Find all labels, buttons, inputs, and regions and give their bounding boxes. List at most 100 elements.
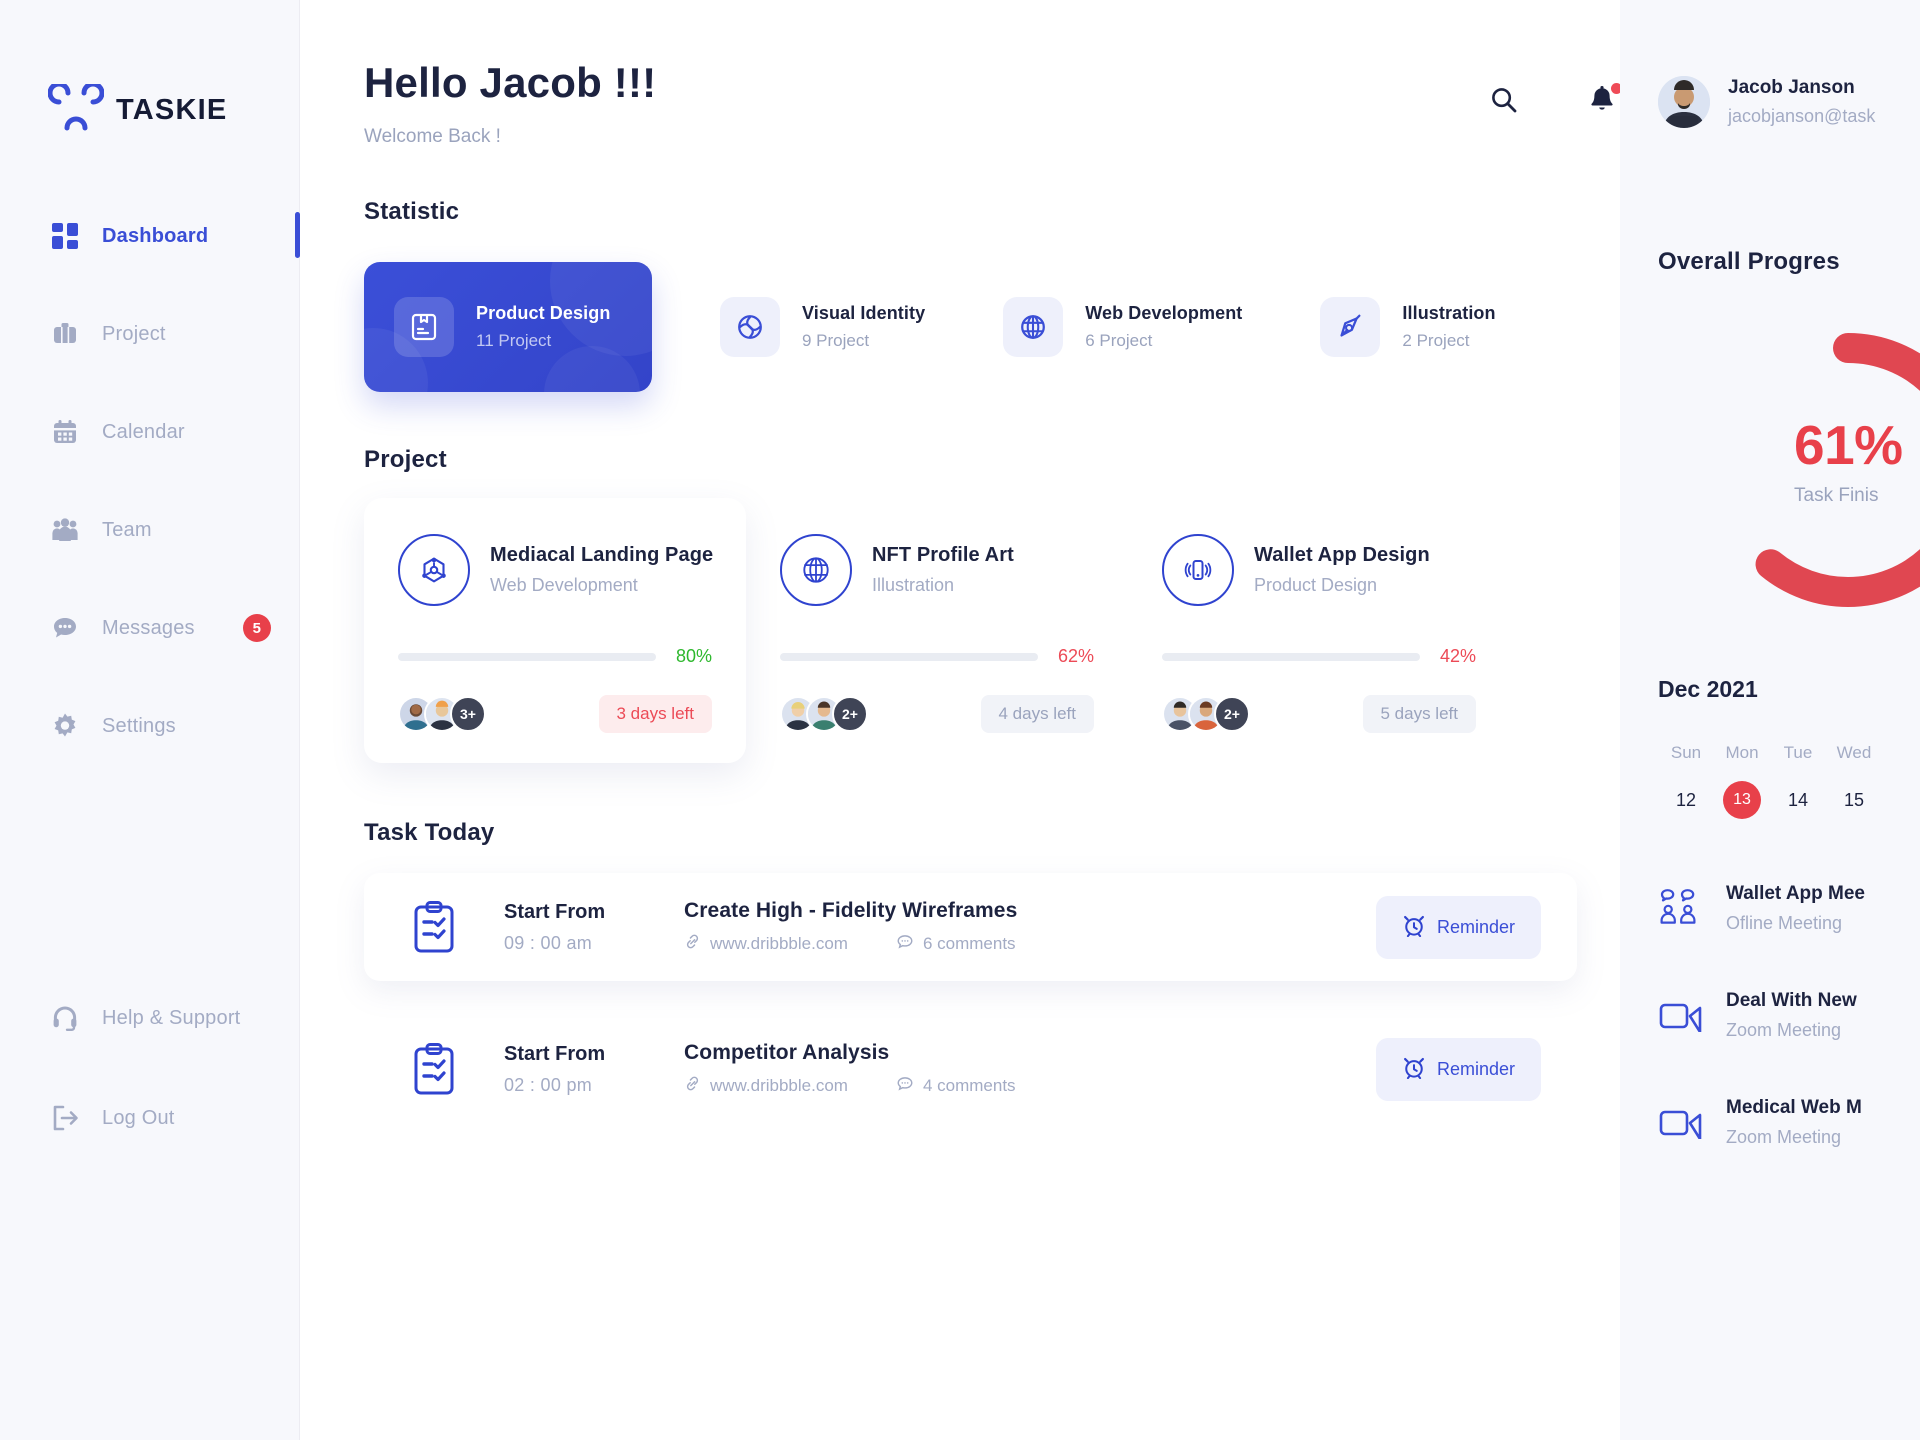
meeting-item[interactable]: Medical Web M Zoom Meeting	[1658, 1097, 1920, 1148]
project-card-footer: 3+ 3 days left	[398, 695, 712, 733]
sidebar-item-label: Settings	[102, 714, 176, 737]
days-left-badge: 3 days left	[598, 695, 712, 733]
sidebar-item-team[interactable]: Team	[0, 502, 299, 558]
sidebar-item-help-support[interactable]: Help & Support	[0, 990, 299, 1046]
avatar-group: 3+	[398, 696, 486, 732]
stat-card-count: 11 Project	[476, 331, 552, 350]
sidebar: TASKIE Dashboard	[0, 0, 300, 1440]
project-card-title: Mediacal Landing Page	[490, 544, 714, 566]
calendar-dow: Sun	[1670, 743, 1702, 762]
task-comments: 4 comments	[896, 1075, 1016, 1098]
sidebar-item-log-out[interactable]: Log Out	[0, 1090, 299, 1146]
calendar-icon	[50, 417, 80, 447]
calendar-dow: Tue	[1783, 743, 1813, 762]
meeting-title: Deal With New	[1726, 990, 1857, 1011]
task-row[interactable]: Start From 09 : 00 am Create High - Fide…	[364, 873, 1577, 981]
progress-percent: 42%	[1439, 646, 1476, 666]
task-link[interactable]: www.dribbble.com	[684, 933, 848, 955]
user-profile[interactable]: Jacob Janson jacobjanson@task	[1658, 76, 1875, 128]
calendar-day-selected[interactable]: 13	[1723, 781, 1761, 819]
alarm-clock-icon	[1402, 1055, 1426, 1084]
sidebar-item-label: Team	[102, 518, 152, 541]
meeting-subtitle: Zoom Meeting	[1726, 1020, 1842, 1040]
avatar	[1658, 76, 1710, 128]
project-card-footer: 2+ 5 days left	[1162, 695, 1476, 733]
task-comments-text: 6 comments	[922, 934, 1016, 953]
project-card-category: Web Development	[490, 575, 638, 595]
days-left-badge: 5 days left	[1362, 695, 1476, 733]
sidebar-item-label: Messages	[102, 616, 195, 639]
meeting-item[interactable]: Deal With New Zoom Meeting	[1658, 990, 1920, 1041]
calendar-day[interactable]: 12	[1675, 790, 1697, 810]
task-title: Competitor Analysis	[684, 1040, 890, 1064]
task-row[interactable]: Start From 02 : 00 pm Competitor Analysi…	[364, 1015, 1577, 1123]
reminder-button-label: Reminder	[1436, 916, 1515, 937]
sidebar-bottom-nav: Help & Support Log Out	[0, 990, 299, 1440]
task-start-time: 02 : 00 pm	[504, 1074, 593, 1095]
bell-icon	[1587, 85, 1617, 120]
project-progress: 42%	[1162, 646, 1476, 667]
task-title: Create High - Fidelity Wireframes	[684, 898, 1018, 922]
calendar-day[interactable]	[1882, 781, 1920, 819]
avatar-more-count: 2+	[832, 696, 868, 732]
statistic-cards: Product Design 11 Project Visual	[364, 262, 1620, 392]
stat-card-count: 2 Project	[1402, 331, 1470, 350]
statistic-section: Statistic Product Design	[364, 198, 1620, 392]
stat-card-illustration[interactable]: Illustration 2 Project	[1320, 297, 1496, 357]
mobile-signal-icon	[1162, 534, 1234, 606]
sidebar-item-messages[interactable]: Messages 5	[0, 600, 299, 656]
project-card-header: Wallet App Design Product Design	[1162, 534, 1476, 606]
package-icon	[394, 297, 454, 357]
notifications-button[interactable]	[1584, 83, 1622, 120]
video-camera-icon	[1658, 1103, 1704, 1143]
search-button[interactable]	[1486, 84, 1522, 120]
sidebar-item-project[interactable]: Project	[0, 306, 299, 362]
stat-text: Illustration 2 Project	[1402, 303, 1495, 351]
stat-card-name: Illustration	[1402, 303, 1496, 323]
grid-icon	[50, 221, 80, 251]
taskie-logo-icon	[47, 81, 105, 136]
top-bar: Hello Jacob !!! Welcome Back !	[364, 0, 1622, 190]
link-icon	[684, 933, 701, 955]
comment-icon	[896, 933, 914, 956]
right-panel: Jacob Janson jacobjanson@task Overall Pr…	[1620, 0, 1920, 1440]
task-start-block: Start From 02 : 00 pm	[504, 1043, 684, 1096]
people-icon	[50, 515, 80, 545]
avatar-more-count: 3+	[450, 696, 486, 732]
donut-center-text: 61% Task Finis	[1794, 418, 1903, 507]
messages-badge: 5	[242, 614, 271, 642]
calendar-day[interactable]: 15	[1843, 790, 1865, 810]
brand-logo[interactable]: TASKIE	[0, 0, 299, 150]
task-comments-text: 4 comments	[922, 1076, 1016, 1095]
sidebar-item-label: Help & Support	[102, 1006, 241, 1029]
user-text: Jacob Janson jacobjanson@task	[1728, 77, 1875, 127]
reminder-button[interactable]: Reminder	[1375, 1037, 1541, 1101]
page-subtitle: Welcome Back !	[364, 126, 501, 147]
reminder-button[interactable]: Reminder	[1375, 895, 1541, 959]
calendar-dow: Mon	[1725, 743, 1759, 762]
project-card-text: Mediacal Landing Page Web Development	[490, 544, 713, 596]
project-card-wallet-app-design[interactable]: Wallet App Design Product Design 42%	[1128, 498, 1510, 763]
task-start-label: Start From	[504, 1042, 606, 1065]
alarm-clock-icon	[1402, 913, 1426, 942]
stat-card-product-design[interactable]: Product Design 11 Project	[364, 262, 652, 392]
stat-card-visual-identity[interactable]: Visual Identity 9 Project	[720, 297, 925, 357]
avatar-more-count: 2+	[1214, 696, 1250, 732]
meeting-subtitle: Ofline Meeting	[1726, 913, 1843, 933]
clipboard-check-icon	[406, 899, 462, 955]
stat-card-web-development[interactable]: Web Development 6 Project	[1003, 297, 1242, 357]
progress-percent: 80%	[675, 646, 712, 666]
sidebar-item-dashboard[interactable]: Dashboard	[0, 208, 300, 264]
project-card-nft-profile-art[interactable]: NFT Profile Art Illustration 62%	[746, 498, 1128, 763]
sidebar-item-calendar[interactable]: Calendar	[0, 404, 299, 460]
user-name: Jacob Janson	[1728, 77, 1855, 98]
spiral-icon	[720, 297, 780, 357]
project-card-medical-landing-page[interactable]: Mediacal Landing Page Web Development 80…	[364, 498, 746, 763]
sidebar-item-settings[interactable]: Settings	[0, 698, 299, 754]
project-card-title: Wallet App Design	[1254, 544, 1430, 566]
meeting-item[interactable]: Wallet App Mee Ofline Meeting	[1658, 883, 1920, 934]
task-link[interactable]: www.dribbble.com	[684, 1075, 848, 1097]
project-title: Project	[364, 446, 447, 473]
calendar-day[interactable]: 14	[1787, 790, 1809, 810]
